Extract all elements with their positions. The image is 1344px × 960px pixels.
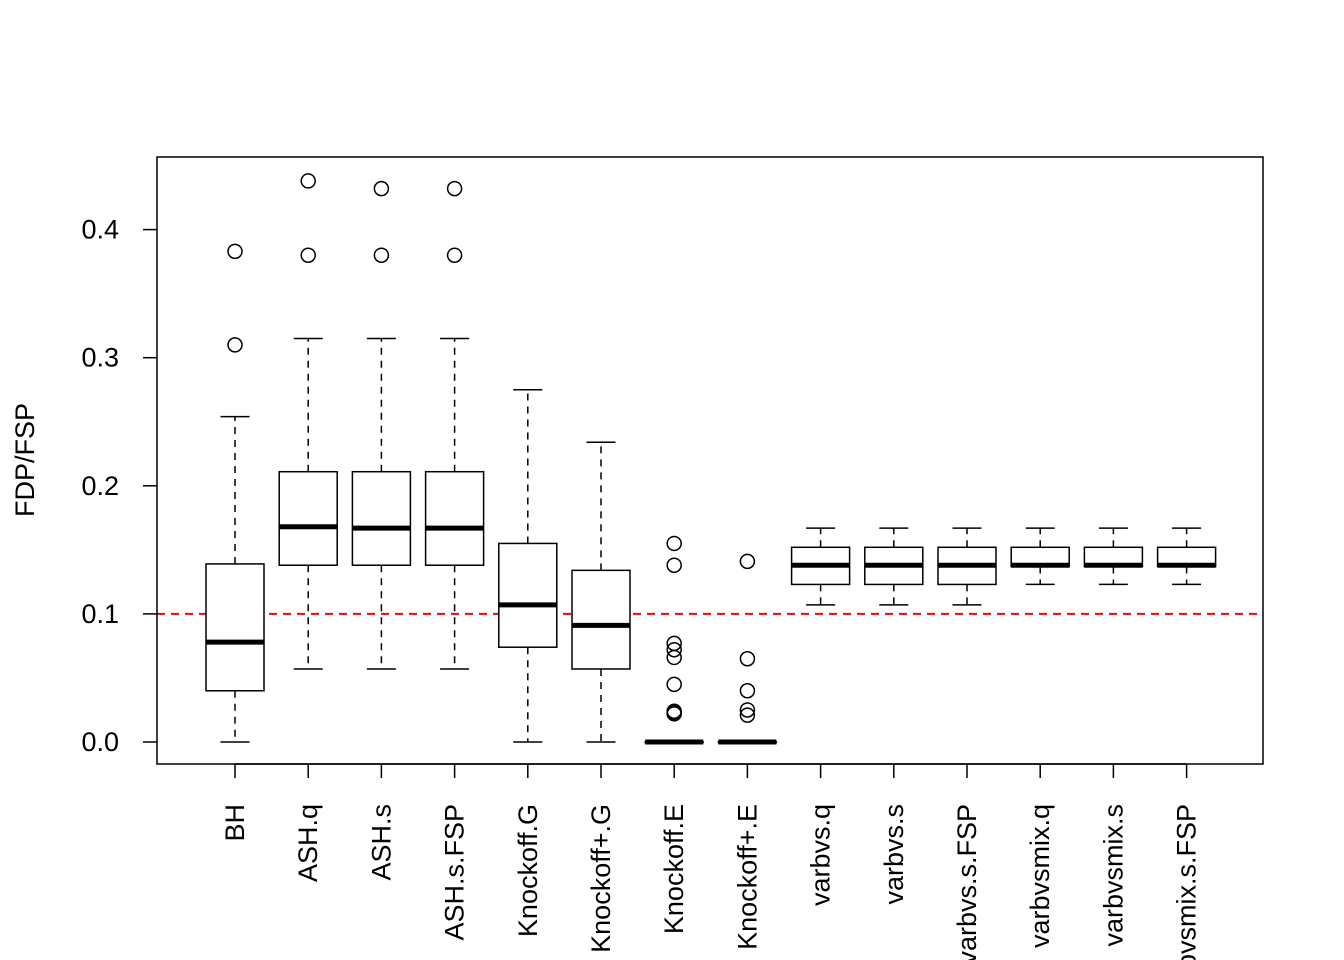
x-tick-label: Knockoff.G bbox=[513, 804, 543, 937]
outlier-point bbox=[227, 243, 243, 260]
box-body bbox=[278, 470, 338, 566]
box-body bbox=[351, 470, 412, 566]
outlier-point bbox=[666, 557, 682, 573]
x-tick-label: varbvsmix.q bbox=[1025, 804, 1055, 948]
y-tick-label: 0.2 bbox=[81, 471, 119, 501]
box-varbvs.s bbox=[864, 527, 924, 606]
y-tick-label: 0.1 bbox=[81, 599, 119, 629]
x-tick-label: ASH.s.FSP bbox=[440, 804, 470, 941]
box-varbvsmix.s bbox=[1083, 527, 1144, 586]
outlier-point bbox=[227, 337, 243, 353]
plot-frame bbox=[156, 156, 1264, 765]
outlier-point bbox=[446, 180, 463, 197]
box-body bbox=[571, 569, 631, 670]
box-varbvsmix.s.FSP bbox=[1156, 527, 1217, 586]
box-Knockoff+.G bbox=[571, 441, 631, 743]
x-tick-label: BH bbox=[220, 804, 250, 842]
outlier-point bbox=[300, 173, 316, 189]
outlier-point bbox=[739, 702, 756, 718]
box-varbvs.q bbox=[790, 527, 851, 606]
x-tick-label: Knockoff.E bbox=[659, 804, 689, 934]
outlier-point bbox=[300, 247, 316, 263]
y-axis-label: FDP/FSP bbox=[10, 403, 40, 517]
x-tick-label: varbvs.s bbox=[879, 804, 909, 905]
outlier-point bbox=[666, 704, 682, 721]
x-tick-label: varbvs.s.FSP bbox=[952, 804, 982, 960]
x-tick-label: varbvsmix.s bbox=[1098, 804, 1128, 947]
x-tick-label: ASH.q bbox=[293, 804, 323, 882]
plot-area bbox=[157, 173, 1263, 745]
box-ASH.s bbox=[351, 180, 412, 670]
axes: 0.0 0.1 0.2 0.3 0.4 BH ASH.q ASH.s ASH.s.FSP Knoc… bbox=[81, 156, 1264, 960]
box-Knockoff+.E bbox=[717, 553, 778, 745]
box-Knockoff.G bbox=[498, 388, 558, 743]
box-varbvs.s.FSP bbox=[937, 527, 997, 606]
box-body bbox=[424, 470, 485, 566]
x-tick-label: Knockoff+.E bbox=[732, 804, 762, 950]
x-tick-label: varbvs.q bbox=[806, 804, 836, 906]
outlier-point bbox=[739, 683, 756, 699]
box-BH bbox=[205, 243, 265, 743]
outlier-point bbox=[666, 635, 682, 652]
box-Knockoff.E bbox=[644, 535, 704, 745]
outlier-point bbox=[666, 703, 682, 720]
x-tick-label: Knockoff+.G bbox=[586, 804, 616, 953]
outlier-point bbox=[373, 180, 390, 197]
outlier-point bbox=[739, 650, 756, 667]
outlier-point bbox=[666, 642, 682, 658]
outlier-point bbox=[446, 247, 463, 263]
outlier-point bbox=[373, 247, 390, 263]
y-tick-label: 0.4 bbox=[81, 215, 119, 245]
outlier-point bbox=[666, 676, 682, 693]
box-ASH.s.FSP bbox=[424, 180, 485, 670]
box-ASH.q bbox=[278, 173, 338, 670]
outlier-point bbox=[739, 707, 756, 723]
x-tick-label: varbvsmix.s.FSP bbox=[1172, 804, 1202, 960]
y-tick-label: 0.0 bbox=[81, 727, 119, 757]
x-tick-label: ASH.s bbox=[366, 804, 396, 881]
outlier-point bbox=[739, 553, 756, 570]
outlier-point bbox=[666, 535, 682, 552]
box-body bbox=[205, 563, 265, 692]
box-body bbox=[498, 542, 558, 648]
y-tick-label: 0.3 bbox=[81, 343, 119, 373]
box-varbvsmix.q bbox=[1010, 527, 1070, 586]
